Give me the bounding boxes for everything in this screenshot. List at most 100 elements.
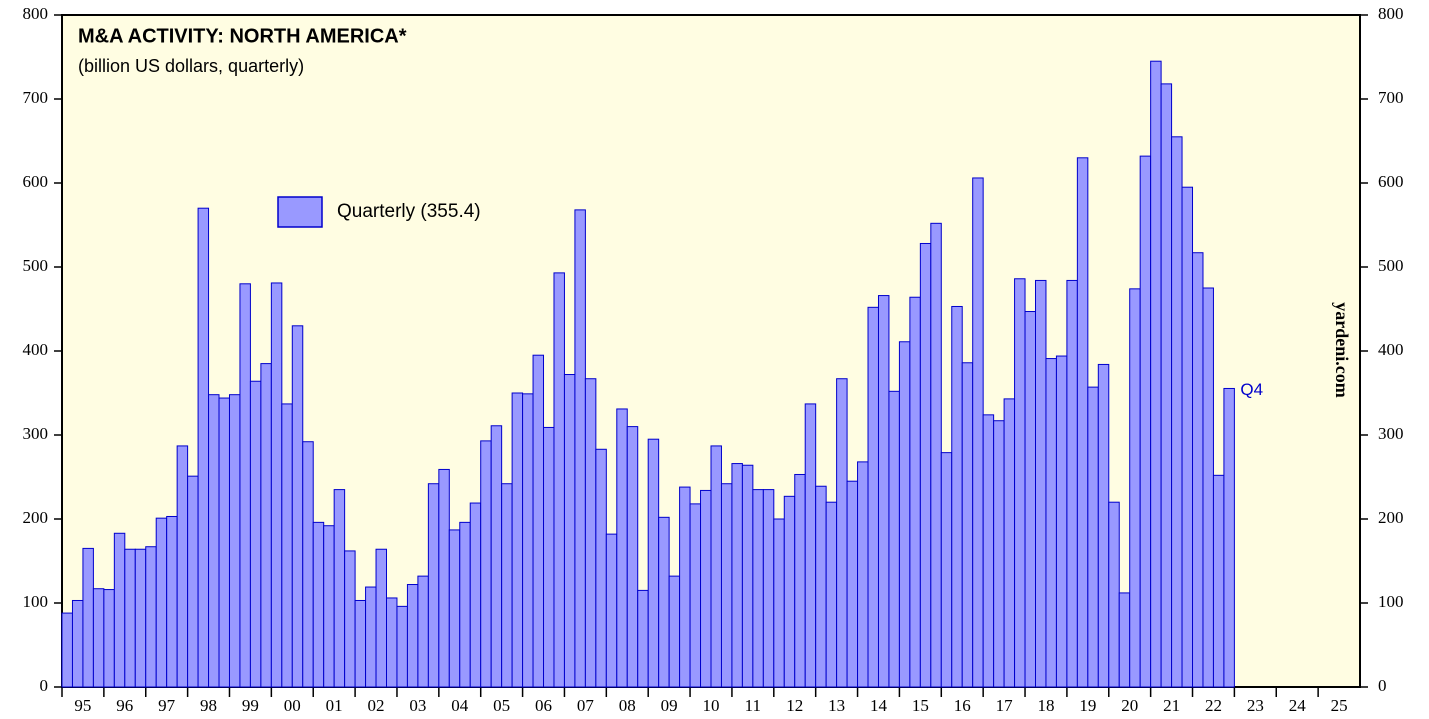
legend-swatch <box>277 196 323 228</box>
bar <box>762 489 775 688</box>
watermark: yardeni.com <box>1332 302 1352 397</box>
bar <box>563 374 576 688</box>
bar <box>302 441 314 688</box>
bar <box>553 272 565 688</box>
bar <box>637 589 649 688</box>
bar <box>228 394 241 688</box>
bar <box>1108 501 1120 688</box>
bar <box>794 473 806 688</box>
bar <box>1003 398 1016 688</box>
bar <box>386 597 398 688</box>
bar <box>448 529 461 688</box>
bar <box>846 480 859 688</box>
bar <box>145 546 157 688</box>
bar <box>1055 355 1068 688</box>
bar <box>658 516 670 688</box>
x-tick-label: 05 <box>493 696 510 715</box>
bar <box>1139 155 1152 688</box>
x-tick-label: 01 <box>326 696 343 715</box>
bar <box>260 363 272 688</box>
chart-title: M&A ACTIVITY: NORTH AMERICA* <box>78 25 407 47</box>
legend-label: Quarterly (355.4) <box>337 201 481 222</box>
bar <box>668 575 681 688</box>
bar <box>595 448 607 688</box>
bar <box>888 390 900 688</box>
x-tick-label: 14 <box>870 696 888 715</box>
x-tick-label: 09 <box>661 696 678 715</box>
bar <box>815 485 827 688</box>
bar <box>375 548 387 688</box>
bar <box>930 222 942 688</box>
bar <box>605 533 618 688</box>
bar <box>333 489 346 688</box>
bar <box>71 599 84 688</box>
bar <box>972 177 984 688</box>
bar <box>1160 83 1173 688</box>
bar <box>92 588 105 688</box>
bar <box>1192 252 1204 688</box>
bar <box>501 483 513 688</box>
x-tick-label: 19 <box>1079 696 1096 715</box>
bar <box>574 209 586 688</box>
x-tick-label: 03 <box>409 696 426 715</box>
x-tick-label: 10 <box>703 696 720 715</box>
bar <box>741 464 754 688</box>
bar <box>1212 474 1225 688</box>
bar <box>490 425 503 688</box>
bar <box>176 445 189 688</box>
y-tick-label: 700 <box>23 88 49 107</box>
bar <box>982 414 995 688</box>
y2-tick-label: 700 <box>1378 88 1404 107</box>
bar <box>731 463 743 688</box>
bar <box>898 341 911 688</box>
bar <box>1087 386 1099 688</box>
x-tick-label: 98 <box>200 696 217 715</box>
bar <box>626 426 639 688</box>
bar <box>679 486 691 688</box>
x-tick-label: 13 <box>828 696 845 715</box>
y2-tick-label: 400 <box>1378 340 1404 359</box>
bar <box>940 452 953 688</box>
bar <box>1223 387 1235 688</box>
bar <box>584 378 597 688</box>
bar <box>1066 279 1078 688</box>
bar <box>836 378 848 688</box>
x-tick-label: 11 <box>745 696 761 715</box>
bar <box>867 306 879 688</box>
bar <box>1118 592 1131 688</box>
y2-tick-label: 100 <box>1378 592 1404 611</box>
x-tick-label: 95 <box>74 696 91 715</box>
bar <box>249 380 262 688</box>
bar <box>720 483 733 688</box>
bar <box>951 305 963 688</box>
x-tick-label: 06 <box>535 696 552 715</box>
bar <box>647 438 660 688</box>
bar <box>1202 287 1214 688</box>
bar <box>312 521 325 688</box>
bar <box>469 502 482 688</box>
x-tick-label: 97 <box>158 696 176 715</box>
bar <box>459 521 471 688</box>
x-tick-label: 00 <box>284 696 301 715</box>
bar <box>710 445 722 688</box>
bar <box>365 586 377 688</box>
bar <box>187 475 199 688</box>
x-tick-label: 25 <box>1331 696 1348 715</box>
bar <box>208 394 220 688</box>
bar <box>825 501 838 688</box>
bar <box>1076 157 1089 688</box>
bar <box>270 282 283 688</box>
bar <box>197 207 210 688</box>
x-tick-label: 07 <box>577 696 595 715</box>
bar <box>919 242 932 688</box>
bar <box>877 295 890 688</box>
bar <box>103 589 115 688</box>
bar <box>783 495 796 688</box>
bar <box>281 403 293 688</box>
bar <box>804 403 817 688</box>
bar <box>857 461 869 688</box>
y-tick-label: 100 <box>23 592 49 611</box>
bar <box>993 420 1005 688</box>
bar <box>543 426 555 688</box>
